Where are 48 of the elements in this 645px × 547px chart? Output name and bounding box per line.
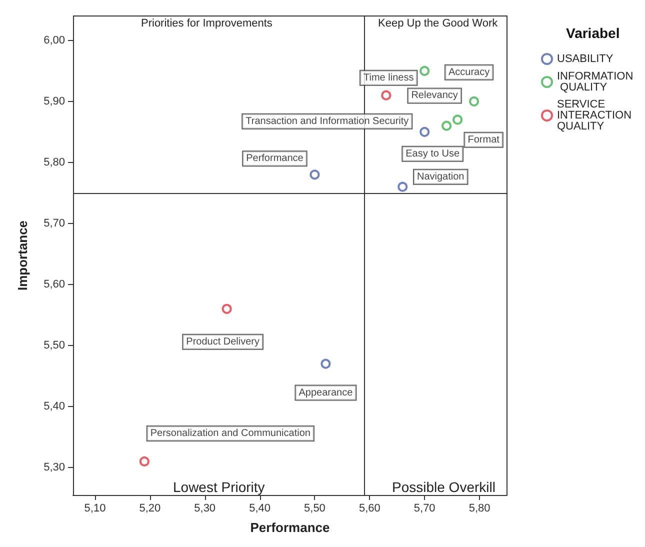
x-tick-label: 5,40 — [249, 502, 270, 514]
annotation: Keep Up the Good Work — [378, 18, 498, 30]
point — [381, 90, 392, 100]
x-tick-label: 5,20 — [139, 502, 161, 514]
y-tick-label: 6,00 — [44, 34, 65, 46]
y-tick-label: 5,90 — [44, 95, 65, 108]
y-tick-label: 5,80 — [44, 156, 65, 168]
x-tick-label: 5,30 — [194, 502, 216, 514]
annotation: Transaction and Information Security — [246, 116, 409, 127]
point — [469, 96, 480, 106]
annotation: Relevancy — [411, 90, 458, 102]
x-axis-title: Performance — [250, 520, 330, 535]
annotation: Product Delivery — [186, 336, 260, 348]
x-tick-label: 5,80 — [468, 502, 490, 514]
annotation: Appearance — [298, 387, 354, 398]
annotation: Time liness — [363, 72, 414, 84]
x-tick-label: 5,70 — [414, 502, 436, 514]
y-tick-label: 5,70 — [44, 217, 65, 230]
point — [420, 126, 430, 137]
x-tick-label: 5,50 — [304, 502, 326, 514]
point — [222, 304, 232, 314]
legend-label: USABILITY — [557, 53, 614, 65]
annotation: Format — [468, 134, 500, 146]
point — [442, 120, 452, 131]
annotation: Accuracy — [448, 66, 490, 78]
point — [139, 456, 150, 466]
annotation: Personalization and Communication — [150, 428, 310, 439]
legend-title: Variabel — [566, 25, 620, 41]
point — [398, 182, 408, 192]
point — [320, 358, 331, 369]
legend-label: SERVICE INTERACTION QUALITY — [557, 98, 635, 132]
legend-label: INFORMATION QUALITY — [557, 70, 634, 94]
x-tick-label: 5,10 — [84, 502, 106, 514]
y-tick-label: 5,40 — [44, 400, 65, 413]
annotation: Priorities for Improvements — [141, 18, 273, 30]
y-tick-label: 5,50 — [44, 340, 65, 352]
point — [452, 114, 463, 125]
point — [310, 170, 320, 180]
annotation: Lowest Priority — [173, 479, 265, 495]
annotation: Navigation — [416, 171, 464, 182]
point — [420, 66, 430, 76]
y-tick-label: 5,30 — [44, 462, 65, 474]
y-axis-title: Importance — [15, 220, 30, 291]
x-tick-label: 5,60 — [358, 502, 380, 514]
y-tick-label: 5,60 — [44, 278, 65, 290]
annotation: Possible Overkill — [392, 479, 496, 495]
annotation: Performance — [246, 153, 304, 164]
annotation: Easy to Use — [406, 148, 460, 160]
